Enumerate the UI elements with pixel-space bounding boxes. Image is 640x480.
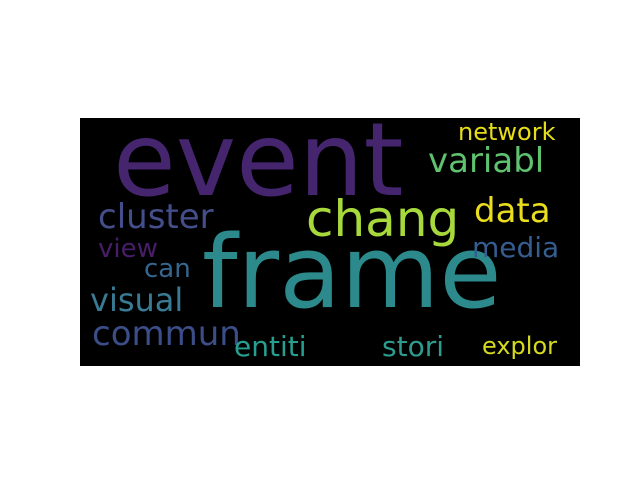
word-visual: visual [90,281,184,319]
word-explor: explor [482,332,557,360]
word-network: network [458,118,556,146]
word-event: event [113,118,404,220]
word-variabl: variabl [428,141,545,181]
word-cloud-canvas: event frame chang cluster data variabl n… [80,118,580,366]
word-stori: stori [382,330,444,363]
word-media: media [472,231,560,264]
word-entiti: entiti [234,330,307,363]
word-commun: commun [92,314,241,354]
word-cluster: cluster [98,197,214,237]
word-chang: chang [306,190,460,248]
word-frame: frame [202,213,502,331]
word-data: data [474,191,551,231]
word-can: can [144,254,191,284]
word-view: view [98,234,158,264]
